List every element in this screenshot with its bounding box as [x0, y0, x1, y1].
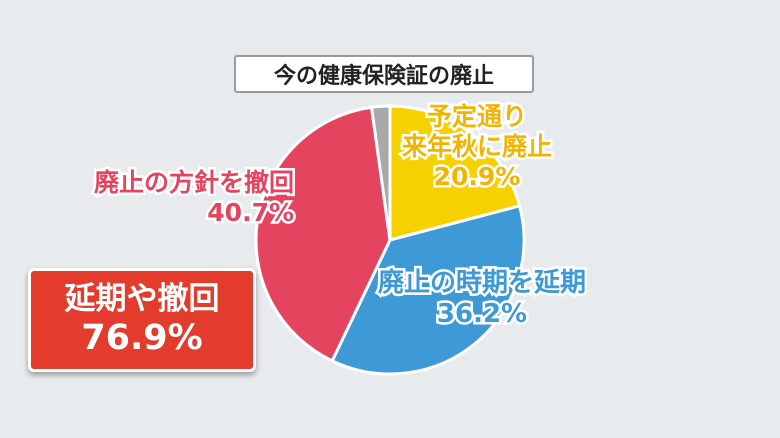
slice-value-label: 20.9%: [431, 160, 523, 194]
slice-label-postpone: 廃止の時期を延期 36.2%: [375, 265, 588, 332]
slice-label-text: 来年秋に廃止: [399, 130, 554, 164]
slice-postpone: [330, 204, 526, 376]
summary-label: 延期や撤回: [64, 281, 220, 318]
summary-box: 延期や撤回 76.9%: [28, 268, 256, 372]
slice-label-on-schedule: 予定通り 来年秋に廃止 20.9%: [399, 100, 554, 194]
chart-title-box: 今の健康保険証の廃止: [234, 55, 534, 93]
chart-title: 今の健康保険証の廃止: [273, 64, 494, 89]
slice-on-schedule: [388, 104, 522, 242]
slice-other: [370, 104, 392, 242]
slice-label-text: 予定通り: [424, 100, 529, 134]
slice-value-label: 36.2%: [434, 297, 529, 332]
slice-withdraw: [254, 105, 392, 363]
slice-label-withdraw: 廃止の方針を撤回 40.7%: [91, 166, 297, 230]
slice-label-text: 廃止の方針を撤回: [91, 166, 296, 200]
slice-label-text: 廃止の時期を延期: [375, 265, 588, 300]
summary-value: 76.9%: [81, 317, 203, 358]
slice-value-label: 40.7%: [205, 196, 297, 230]
